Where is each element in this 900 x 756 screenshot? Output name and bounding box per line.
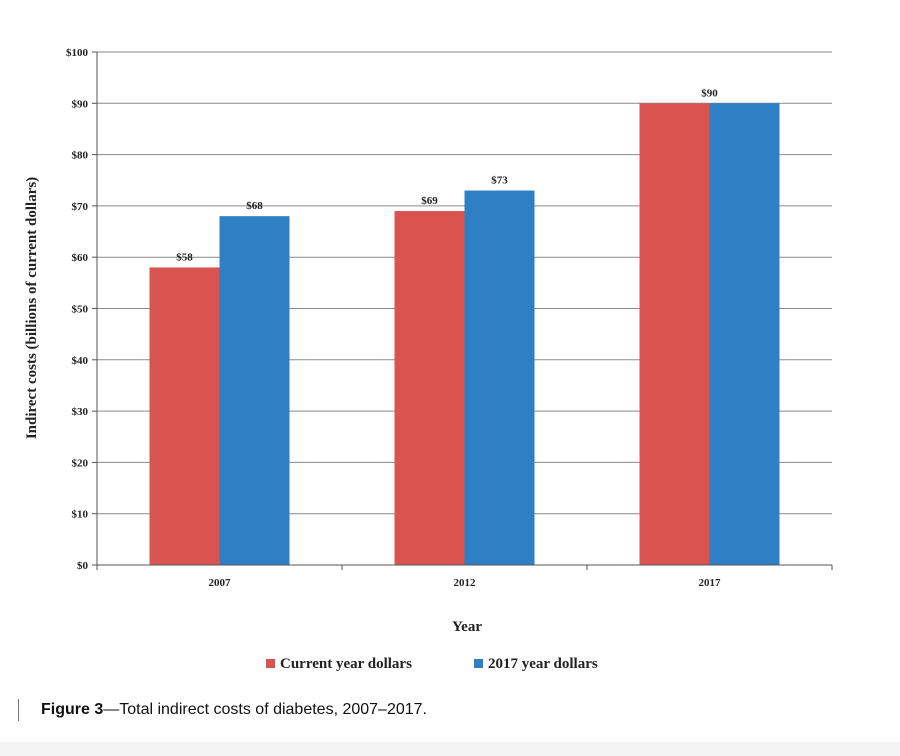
- x-tick-label: 2007: [209, 577, 232, 589]
- data-label: $90: [701, 87, 718, 99]
- data-label: $73: [491, 175, 508, 187]
- y-tick-label: $20: [72, 457, 89, 469]
- legend: Current year dollars 2017 year dollars: [266, 656, 598, 672]
- bar: [394, 211, 465, 565]
- y-tick-label: $10: [72, 509, 89, 521]
- bars: [149, 103, 780, 566]
- legend-swatch: [474, 659, 483, 668]
- y-axis-title: Indirect costs (billions of current doll…: [24, 177, 40, 439]
- caption-label: Figure 3: [41, 701, 104, 718]
- y-tick-label: $60: [72, 252, 89, 264]
- y-tick-label: $50: [72, 304, 89, 316]
- y-tick-label: $80: [72, 150, 89, 162]
- y-tick-label: $100: [66, 47, 89, 59]
- bar: [149, 267, 220, 565]
- caption-text: —Total indirect costs of diabetes, 2007–…: [103, 701, 427, 718]
- figure-caption: Figure 3 —Total indirect costs of diabet…: [18, 698, 427, 722]
- y-tick-label: $30: [72, 406, 89, 418]
- legend-swatch: [266, 659, 275, 668]
- data-label: $58: [176, 251, 193, 263]
- x-tick-label: 2012: [454, 577, 477, 589]
- data-label: $69: [421, 195, 438, 207]
- y-tick-label: $40: [72, 355, 89, 367]
- data-label: $68: [246, 200, 263, 212]
- y-tick-label: $70: [72, 201, 89, 213]
- axes: [92, 51, 833, 570]
- data-labels: $58 $68 $69 $73 $90: [176, 87, 718, 263]
- bottom-strip: [0, 742, 900, 756]
- y-tick-label: $0: [77, 560, 89, 572]
- caption-divider: [18, 699, 19, 721]
- bar: [709, 103, 780, 566]
- x-axis-title: Year: [452, 619, 482, 635]
- y-tick-labels: $0 $10 $20 $30 $40 $50 $60 $70 $80 $90 $100: [66, 47, 89, 572]
- bar: [219, 216, 290, 565]
- y-tick-label: $90: [72, 98, 89, 110]
- x-tick-label: 2017: [699, 577, 722, 589]
- legend-label: Current year dollars: [280, 656, 412, 672]
- bar: [639, 103, 710, 566]
- x-tick-labels: 2007 2012 2017: [209, 577, 722, 589]
- bar: [464, 190, 535, 565]
- legend-label: 2017 year dollars: [488, 656, 598, 672]
- bar-chart: $0$10$20$30$40$50$60$70$80$90$100 2007 20…: [24, 47, 833, 672]
